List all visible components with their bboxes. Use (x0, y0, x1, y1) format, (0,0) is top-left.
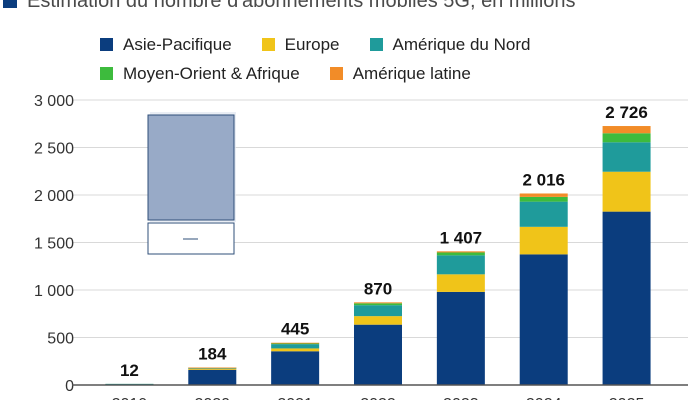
bar-total-label: 2 016 (522, 170, 565, 189)
bar-segment (602, 171, 651, 212)
bar-total-label: 2 726 (605, 103, 648, 122)
bar-segment (602, 211, 651, 385)
bar-segment (436, 291, 485, 385)
x-tick-label: 2023 (443, 396, 479, 400)
bar-segment (271, 351, 320, 385)
x-tick-label: 2024 (526, 396, 562, 400)
bar-segment (519, 254, 568, 385)
bar-segment (519, 196, 568, 202)
legend-item-amerique-latine: Amérique latine (329, 63, 471, 84)
x-tick-label: 2022 (360, 396, 396, 400)
bar-segment (519, 201, 568, 227)
bar-segment (354, 316, 402, 325)
bar-segment (602, 133, 651, 143)
bar-total-label: 870 (364, 279, 392, 298)
bar-total-label: 445 (281, 320, 309, 339)
legend: Asie-Pacifique Europe Amérique du Nord M… (100, 30, 660, 88)
x-tick-label: 2020 (194, 396, 230, 400)
bar-total-label: 184 (198, 345, 227, 364)
legend-swatch-asie-pacifique (100, 38, 113, 51)
x-tick-label: 2019 (112, 396, 148, 400)
bar-segment (519, 226, 568, 255)
y-tick-label: 500 (47, 331, 74, 348)
bar-segment (436, 251, 485, 253)
y-tick-label: 2 000 (34, 188, 74, 205)
bar-total-label: 1 407 (440, 228, 483, 247)
bar-total-label: 12 (120, 361, 139, 380)
bar-segment (436, 274, 485, 292)
bar-segment (271, 344, 320, 349)
legend-label-amerique-latine: Amérique latine (352, 63, 471, 83)
bar-segment (271, 348, 320, 352)
bar-segment (519, 193, 568, 197)
x-tick-label: 2025 (609, 396, 645, 400)
y-tick-label: 0 (65, 378, 74, 395)
y-tick-label: 3 000 (34, 93, 74, 110)
chart-title-row: Estimation du nombre d'abonnements mobil… (0, 0, 700, 14)
legend-swatch-amerique-du-nord (369, 38, 383, 51)
legend-row-2: Moyen-Orient & Afrique Amérique latine (100, 59, 660, 88)
legend-item-europe: Europe (261, 34, 340, 55)
title-marker (3, 0, 17, 8)
bar-segment (188, 368, 237, 370)
legend-label-moyen-orient-afrique: Moyen-Orient & Afrique (123, 63, 300, 83)
legend-swatch-amerique-latine (329, 67, 343, 80)
legend-swatch-europe (261, 38, 275, 51)
legend-item-asie-pacifique: Asie-Pacifique (100, 35, 232, 55)
chart-title: Estimation du nombre d'abonnements mobil… (27, 0, 576, 12)
legend-label-amerique-du-nord: Amérique du Nord (392, 34, 531, 54)
bar-segment (271, 343, 320, 345)
x-tick-label: 2021 (277, 396, 313, 400)
placeholder-graphic (147, 114, 235, 221)
bar-segment (354, 324, 402, 385)
y-tick-label: 2 500 (34, 141, 74, 158)
bar-segment (602, 142, 651, 172)
y-tick-label: 1 500 (34, 236, 74, 253)
y-tick-label: 1 000 (34, 283, 74, 300)
bar-segment (354, 305, 402, 317)
bar-segment (354, 303, 402, 306)
legend-swatch-moyen-orient-afrique (100, 67, 113, 80)
bar-segment (188, 369, 237, 385)
legend-label-asie-pacifique: Asie-Pacifique (123, 34, 232, 54)
legend-item-moyen-orient-afrique: Moyen-Orient & Afrique (100, 64, 300, 84)
legend-item-amerique-du-nord: Amérique du Nord (369, 34, 531, 55)
legend-row-1: Asie-Pacifique Europe Amérique du Nord (100, 30, 660, 59)
bar-segment (436, 252, 485, 256)
bar-segment (354, 302, 402, 304)
bar-segment (188, 367, 237, 369)
bar-segment (271, 342, 320, 344)
bar-segment (602, 126, 651, 134)
bar-segment (436, 255, 485, 275)
legend-label-europe: Europe (284, 34, 340, 54)
